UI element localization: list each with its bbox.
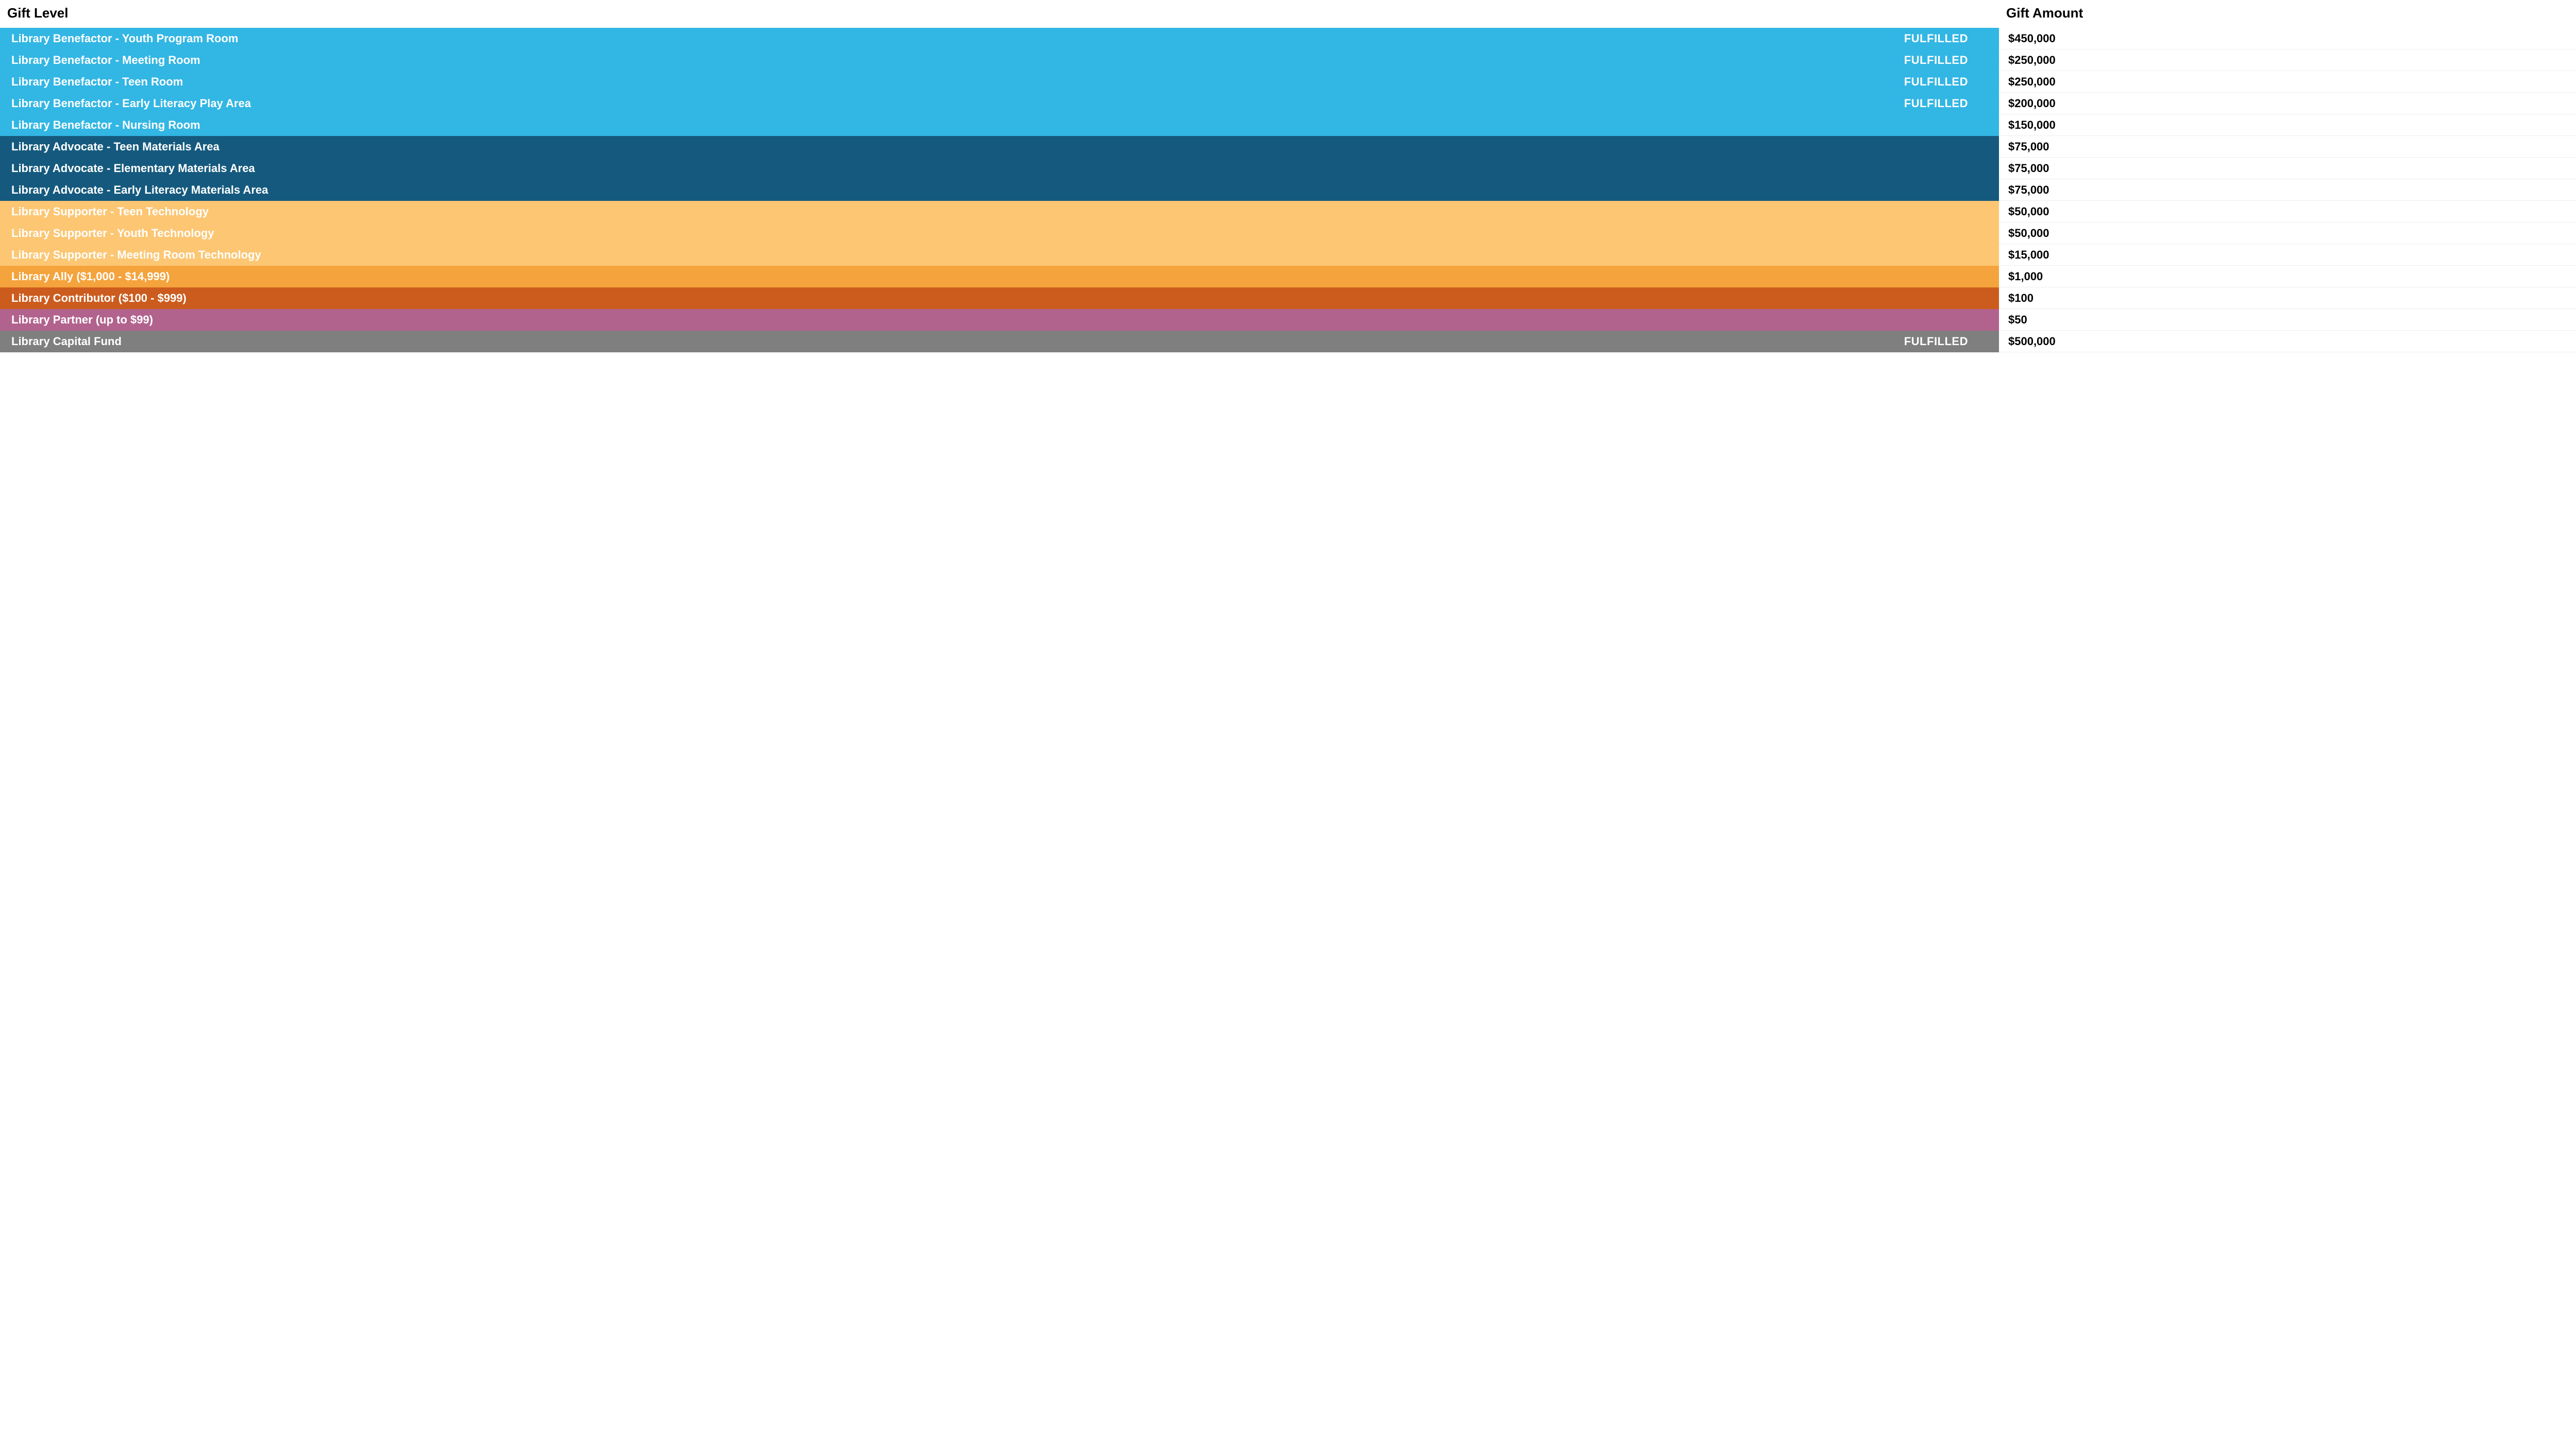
amount-cell: $450,000 bbox=[1999, 28, 2576, 49]
table-row: Library Advocate - Early Literacy Materi… bbox=[0, 179, 2576, 201]
table-row: Library Advocate - Teen Materials Area $7… bbox=[0, 136, 2576, 158]
level-cell: Library Benefactor - Early Literacy Play… bbox=[0, 93, 1999, 114]
amount-cell: $75,000 bbox=[1999, 158, 2576, 179]
amount-cell: $75,000 bbox=[1999, 179, 2576, 201]
gift-level-name: Library Supporter - Youth Technology bbox=[11, 227, 1968, 240]
gift-levels-table: Gift Level Gift Amount Library Benefacto… bbox=[0, 0, 2576, 352]
gift-amount: $250,000 bbox=[2008, 54, 2056, 67]
amount-cell: $15,000 bbox=[1999, 244, 2576, 266]
amount-cell: $100 bbox=[1999, 287, 2576, 309]
table-row: Library Contributor ($100 - $999) $100 bbox=[0, 287, 2576, 309]
gift-level-status: FULFILLED bbox=[1904, 75, 1988, 89]
amount-cell: $250,000 bbox=[1999, 71, 2576, 93]
gift-amount: $75,000 bbox=[2008, 162, 2049, 175]
amount-cell: $50,000 bbox=[1999, 223, 2576, 244]
gift-amount: $1,000 bbox=[2008, 270, 2043, 283]
gift-level-name: Library Advocate - Early Literacy Materi… bbox=[11, 183, 1968, 197]
gift-level-name: Library Benefactor - Teen Room bbox=[11, 75, 1904, 89]
gift-amount: $500,000 bbox=[2008, 335, 2056, 348]
amount-cell: $1,000 bbox=[1999, 266, 2576, 287]
amount-cell: $75,000 bbox=[1999, 136, 2576, 158]
gift-amount: $50,000 bbox=[2008, 227, 2049, 240]
gift-level-name: Library Partner (up to $99) bbox=[11, 313, 1968, 327]
table-row: Library Benefactor - Nursing Room $150,00… bbox=[0, 114, 2576, 136]
header-amount-label: Gift Amount bbox=[2006, 5, 2083, 21]
gift-level-status: FULFILLED bbox=[1904, 54, 1988, 67]
level-cell: Library Ally ($1,000 - $14,999) bbox=[0, 266, 1999, 287]
amount-cell: $150,000 bbox=[1999, 114, 2576, 136]
table-row: Library Benefactor - Meeting RoomFULFILL… bbox=[0, 49, 2576, 71]
amount-cell: $250,000 bbox=[1999, 49, 2576, 71]
gift-level-name: Library Advocate - Elementary Materials … bbox=[11, 162, 1968, 175]
gift-level-name: Library Ally ($1,000 - $14,999) bbox=[11, 270, 1968, 283]
gift-level-name: Library Supporter - Meeting Room Technol… bbox=[11, 248, 1968, 262]
table-header-row: Gift Level Gift Amount bbox=[0, 0, 2576, 28]
gift-level-name: Library Advocate - Teen Materials Area bbox=[11, 140, 1968, 154]
level-cell: Library Supporter - Youth Technology bbox=[0, 223, 1999, 244]
gift-level-name: Library Supporter - Teen Technology bbox=[11, 205, 1968, 218]
gift-amount: $75,000 bbox=[2008, 140, 2049, 154]
gift-level-name: Library Contributor ($100 - $999) bbox=[11, 292, 1968, 305]
header-amount-cell: Gift Amount bbox=[1999, 2, 2576, 24]
gift-amount: $75,000 bbox=[2008, 183, 2049, 197]
table-row: Library Supporter - Teen Technology $50,0… bbox=[0, 201, 2576, 223]
gift-amount: $50,000 bbox=[2008, 205, 2049, 218]
gift-level-status: FULFILLED bbox=[1904, 97, 1988, 110]
gift-level-name: Library Benefactor - Youth Program Room bbox=[11, 32, 1904, 45]
table-body: Library Benefactor - Youth Program RoomF… bbox=[0, 28, 2576, 352]
gift-level-name: Library Capital Fund bbox=[11, 335, 1904, 348]
level-cell: Library Advocate - Early Literacy Materi… bbox=[0, 179, 1999, 201]
level-cell: Library Benefactor - Nursing Room bbox=[0, 114, 1999, 136]
level-cell: Library Advocate - Teen Materials Area bbox=[0, 136, 1999, 158]
gift-level-name: Library Benefactor - Early Literacy Play… bbox=[11, 97, 1904, 110]
table-row: Library Advocate - Elementary Materials … bbox=[0, 158, 2576, 179]
level-cell: Library Contributor ($100 - $999) bbox=[0, 287, 1999, 309]
level-cell: Library Benefactor - Meeting RoomFULFILL… bbox=[0, 49, 1999, 71]
amount-cell: $200,000 bbox=[1999, 93, 2576, 114]
header-level-label: Gift Level bbox=[7, 5, 68, 21]
gift-level-status: FULFILLED bbox=[1904, 32, 1988, 45]
gift-level-name: Library Benefactor - Nursing Room bbox=[11, 118, 1968, 132]
level-cell: Library Benefactor - Youth Program RoomF… bbox=[0, 28, 1999, 49]
table-row: Library Partner (up to $99) $50 bbox=[0, 309, 2576, 331]
table-row: Library Ally ($1,000 - $14,999) $1,000 bbox=[0, 266, 2576, 287]
gift-level-status: FULFILLED bbox=[1904, 335, 1988, 348]
gift-level-name: Library Benefactor - Meeting Room bbox=[11, 54, 1904, 67]
gift-amount: $150,000 bbox=[2008, 118, 2056, 132]
gift-amount: $200,000 bbox=[2008, 97, 2056, 110]
level-cell: Library Capital FundFULFILLED bbox=[0, 331, 1999, 352]
gift-amount: $450,000 bbox=[2008, 32, 2056, 45]
gift-amount: $50 bbox=[2008, 313, 2027, 327]
level-cell: Library Benefactor - Teen RoomFULFILLED bbox=[0, 71, 1999, 93]
amount-cell: $50,000 bbox=[1999, 201, 2576, 223]
amount-cell: $500,000 bbox=[1999, 331, 2576, 352]
level-cell: Library Partner (up to $99) bbox=[0, 309, 1999, 331]
gift-amount: $250,000 bbox=[2008, 75, 2056, 89]
table-row: Library Benefactor - Early Literacy Play… bbox=[0, 93, 2576, 114]
amount-cell: $50 bbox=[1999, 309, 2576, 331]
table-row: Library Capital FundFULFILLED $500,000 bbox=[0, 331, 2576, 352]
level-cell: Library Advocate - Elementary Materials … bbox=[0, 158, 1999, 179]
header-level-cell: Gift Level bbox=[0, 2, 1999, 24]
level-cell: Library Supporter - Teen Technology bbox=[0, 201, 1999, 223]
table-row: Library Supporter - Youth Technology $50,… bbox=[0, 223, 2576, 244]
table-row: Library Supporter - Meeting Room Technol… bbox=[0, 244, 2576, 266]
table-row: Library Benefactor - Youth Program RoomF… bbox=[0, 28, 2576, 49]
level-cell: Library Supporter - Meeting Room Technol… bbox=[0, 244, 1999, 266]
table-row: Library Benefactor - Teen RoomFULFILLED $… bbox=[0, 71, 2576, 93]
gift-amount: $15,000 bbox=[2008, 248, 2049, 262]
gift-amount: $100 bbox=[2008, 292, 2033, 305]
